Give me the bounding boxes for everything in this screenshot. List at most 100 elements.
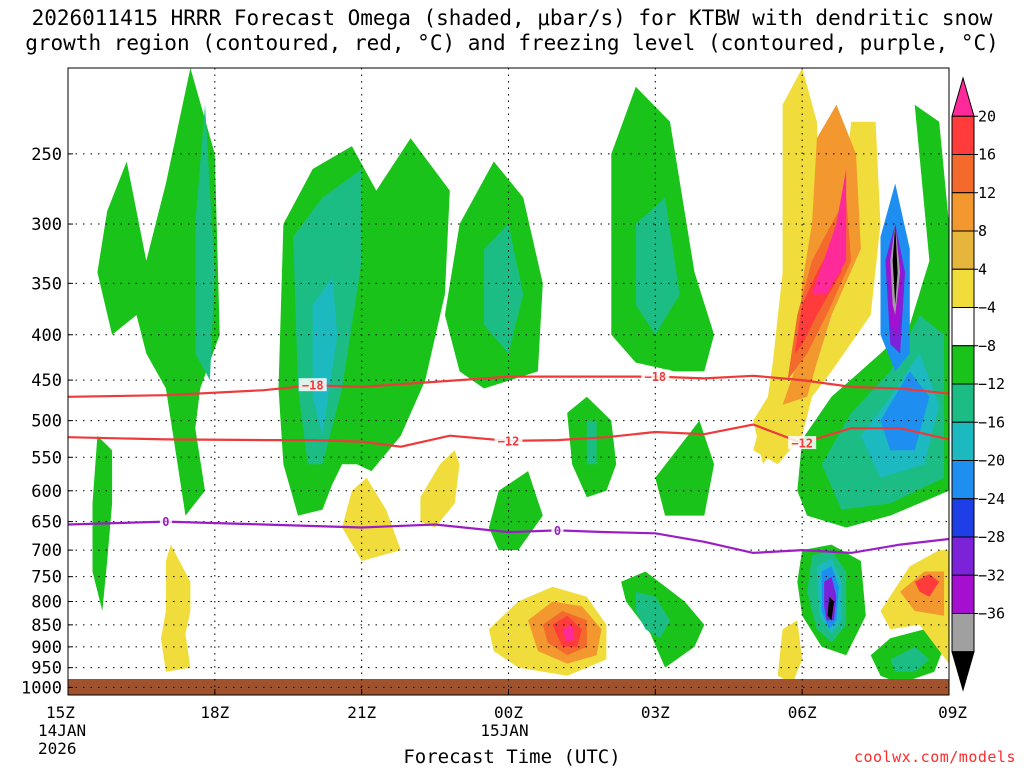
contour-label-bg bbox=[788, 436, 817, 450]
colorbar-label-2: 12 bbox=[978, 184, 996, 202]
contour-label-freezing-level-0: 0 bbox=[162, 515, 169, 529]
colorbar: 20 16 12 8 4 −4 −8 −12 −16 −20 −24 −28 −32 −36 bbox=[951, 76, 1005, 692]
x-tick-label-09Z: 09Z bbox=[938, 703, 967, 722]
omega-region-45 bbox=[562, 624, 575, 643]
colorbar-cell-6 bbox=[951, 307, 975, 347]
x-tick-label-03Z: 03Z bbox=[641, 703, 670, 722]
omega-region-8 bbox=[635, 197, 680, 335]
colorbar-cell-11 bbox=[951, 498, 975, 538]
omega-region-38 bbox=[161, 544, 191, 672]
omega-region-37 bbox=[812, 169, 847, 295]
contour-dgz-bottom bbox=[68, 423, 949, 448]
y-axis: 2503003504004505005506006507007508008509… bbox=[21, 145, 73, 698]
colorbar-label-9: −20 bbox=[978, 452, 1005, 470]
colorbar-label-0: 20 bbox=[978, 107, 996, 125]
y-tick-label-900: 900 bbox=[31, 638, 62, 658]
contour-label-bg bbox=[159, 514, 172, 528]
colorbar-cell-14 bbox=[951, 613, 975, 653]
contour-label-dgz-bottom-0: −12 bbox=[498, 434, 520, 448]
y-tick-label-1000: 1000 bbox=[21, 678, 62, 698]
colorbar-cell-9 bbox=[951, 421, 975, 461]
chart-title-line-1: 2026011415 HRRR Forecast Omega (shaded, … bbox=[31, 6, 993, 30]
omega-region-39 bbox=[342, 477, 401, 561]
colorbar-cell-15 bbox=[951, 651, 975, 692]
y-tick-label-950: 950 bbox=[31, 659, 62, 679]
omega-region-40 bbox=[420, 450, 460, 528]
omega-region-22 bbox=[655, 420, 715, 516]
y-tick-label-700: 700 bbox=[31, 541, 62, 561]
colorbar-label-3: 8 bbox=[978, 222, 987, 240]
y-tick-label-250: 250 bbox=[31, 145, 62, 165]
y-tick-label-800: 800 bbox=[31, 593, 62, 613]
y-tick-label-750: 750 bbox=[31, 568, 62, 588]
omega-region-21 bbox=[586, 420, 597, 465]
colorbar-label-1: 16 bbox=[978, 146, 996, 164]
colorbar-label-8: −16 bbox=[978, 413, 1005, 431]
y-tick-label-550: 550 bbox=[31, 448, 62, 468]
x-tick-sublabel-15JAN: 15JAN bbox=[480, 721, 528, 740]
y-tick-label-500: 500 bbox=[31, 412, 62, 432]
colorbar-label-6: −8 bbox=[978, 337, 996, 355]
colorbar-cell-12 bbox=[951, 536, 975, 576]
x-tick-label-18Z: 18Z bbox=[200, 703, 229, 722]
chart-title-line-2: growth region (contoured, red, °C) and f… bbox=[25, 31, 999, 55]
y-tick-label-400: 400 bbox=[31, 326, 62, 346]
colorbar-label-11: −28 bbox=[978, 528, 1005, 546]
contour-label-bg bbox=[641, 369, 670, 383]
y-tick-label-850: 850 bbox=[31, 616, 62, 636]
contour-label-dgz-top-1: −18 bbox=[644, 370, 666, 384]
contour-label-dgz-bottom-1: −12 bbox=[791, 437, 813, 451]
omega-shading bbox=[92, 68, 949, 684]
colorbar-cell-2 bbox=[951, 154, 975, 194]
colorbar-cell-13 bbox=[951, 574, 975, 614]
x-tick-sublabel-2026: 2026 bbox=[38, 739, 77, 758]
y-tick-label-300: 300 bbox=[31, 215, 62, 235]
source-credit: coolwx.com/models bbox=[853, 748, 1016, 766]
omega-region-32 bbox=[890, 646, 930, 672]
colorbar-label-12: −32 bbox=[978, 566, 1005, 584]
x-tick-label-15Z: 15Z bbox=[46, 703, 75, 722]
omega-region-30 bbox=[827, 596, 834, 621]
colorbar-cell-8 bbox=[951, 383, 975, 423]
x-tick-label-06Z: 06Z bbox=[788, 703, 817, 722]
omega-region-17 bbox=[892, 224, 898, 305]
x-tick-label-00Z: 00Z bbox=[494, 703, 523, 722]
colorbar-cell-3 bbox=[951, 192, 975, 232]
colorbar-label-10: −24 bbox=[978, 490, 1005, 508]
y-tick-label-650: 650 bbox=[31, 513, 62, 533]
omega-region-24 bbox=[635, 591, 670, 639]
colorbar-cell-1 bbox=[951, 115, 975, 155]
omega-region-0 bbox=[97, 68, 220, 516]
colorbar-label-5: −4 bbox=[978, 299, 996, 317]
contour-label-dgz-top-0: −18 bbox=[302, 379, 324, 393]
omega-region-50 bbox=[753, 396, 778, 465]
omega-region-6 bbox=[484, 224, 524, 354]
colorbar-cell-0 bbox=[951, 76, 975, 117]
y-tick-label-350: 350 bbox=[31, 274, 62, 294]
contour-label-bg bbox=[494, 433, 523, 447]
contour-label-bg bbox=[298, 378, 327, 392]
omega-region-1 bbox=[195, 104, 215, 381]
colorbar-label-7: −12 bbox=[978, 375, 1005, 393]
contour-label-bg bbox=[551, 523, 564, 537]
omega-region-19 bbox=[488, 471, 543, 551]
omega-region-4 bbox=[312, 277, 338, 436]
temperature-contours: −18 −18 −12 −12 0 0 bbox=[68, 369, 949, 555]
colorbar-cell-4 bbox=[951, 230, 975, 270]
contour-label-freezing-level-1: 0 bbox=[554, 524, 561, 538]
x-tick-sublabel-14JAN: 14JAN bbox=[38, 721, 86, 740]
contour-freezing-level bbox=[68, 520, 949, 555]
omega-region-49 bbox=[777, 620, 803, 684]
contour-dgz-top bbox=[68, 374, 949, 398]
y-tick-label-450: 450 bbox=[31, 371, 62, 391]
colorbar-label-13: −36 bbox=[978, 605, 1005, 623]
y-tick-label-600: 600 bbox=[31, 482, 62, 502]
x-tick-label-21Z: 21Z bbox=[347, 703, 376, 722]
omega-region-48 bbox=[914, 574, 940, 597]
x-axis-title: Forecast Time (UTC) bbox=[403, 746, 621, 768]
colorbar-cell-7 bbox=[951, 345, 975, 385]
colorbar-cell-5 bbox=[951, 268, 975, 308]
colorbar-cell-10 bbox=[951, 460, 975, 500]
